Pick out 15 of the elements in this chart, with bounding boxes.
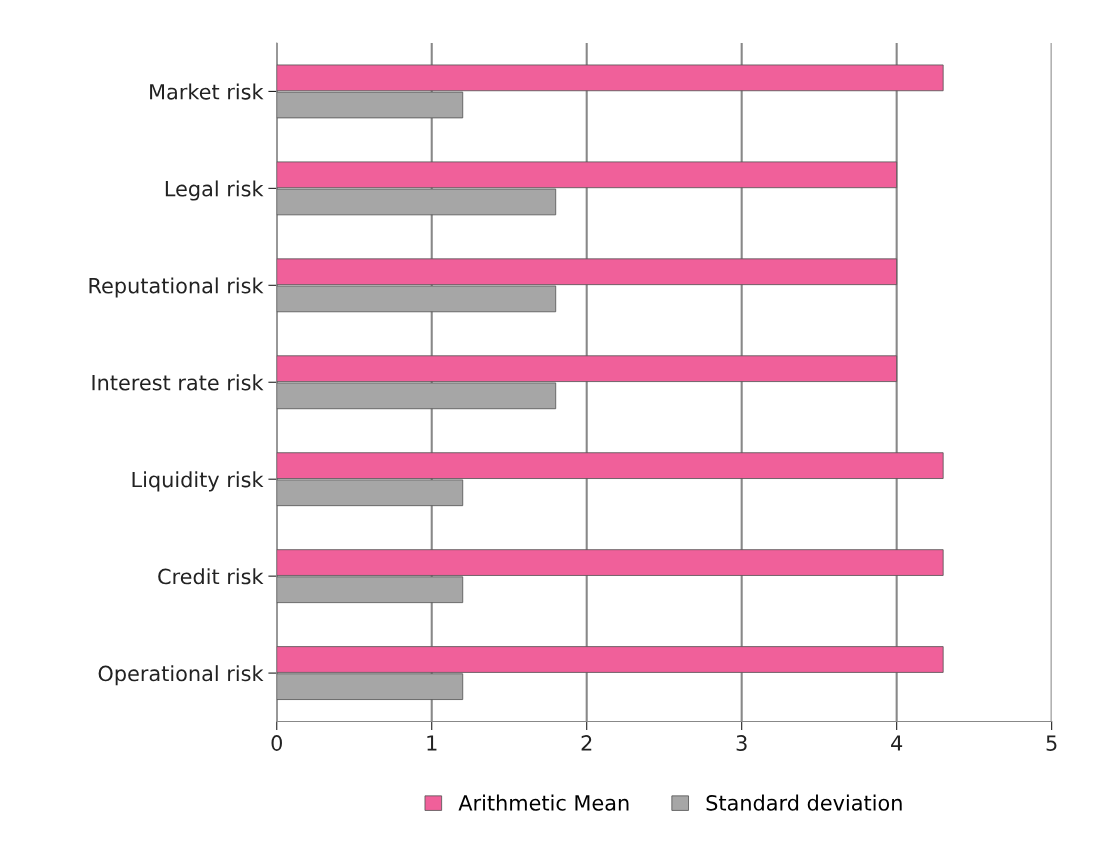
x-tick-label: 2 bbox=[581, 735, 592, 751]
legend-label: Standard deviation bbox=[706, 794, 902, 811]
y-tick-label: Operational risk bbox=[98, 665, 264, 686]
x-tick-label: 3 bbox=[736, 735, 747, 751]
y-tick-label: Market risk bbox=[150, 83, 264, 100]
x-tick-label: 5 bbox=[1046, 735, 1057, 751]
x-tick-label: 1 bbox=[427, 735, 437, 751]
x-tick-label: 0 bbox=[271, 735, 282, 751]
y-tick-label: Reputational risk bbox=[89, 277, 264, 298]
y-tick-label: Interest rate risk bbox=[92, 374, 264, 391]
y-tick-label: Credit risk bbox=[158, 568, 264, 585]
y-tick-label: Liquidity risk bbox=[132, 471, 264, 492]
x-tick-label: 4 bbox=[891, 735, 903, 751]
y-tick-label: Legal risk bbox=[165, 180, 264, 201]
legend-label: Arithmetic Mean bbox=[458, 794, 629, 811]
